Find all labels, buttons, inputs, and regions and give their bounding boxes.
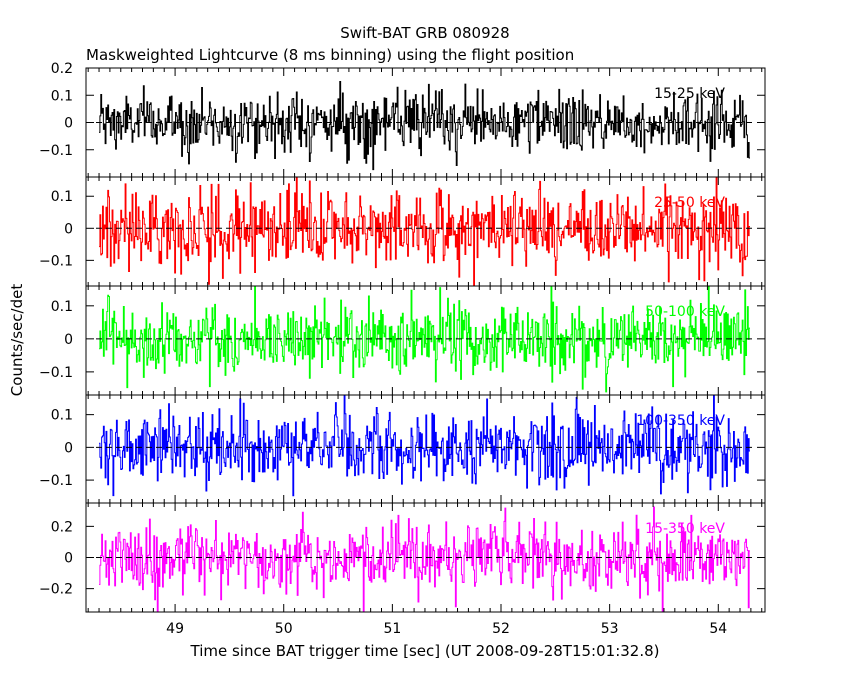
y-tick-label: 0 [64,551,73,567]
y-tick-label: −0.1 [39,143,73,159]
x-tick-label: 51 [383,621,401,637]
chart-title: Swift-BAT GRB 080928 [340,24,509,42]
y-tick-label: 0.1 [51,189,73,205]
panel-2: 0.1 0 −0.1 25-50 keV [39,176,766,287]
x-tick-label: 53 [601,621,619,637]
chart-subtitle: Maskweighted Lightcurve (8 ms binning) u… [86,46,574,64]
series-line [99,286,751,393]
panel-energy-label: 15-25 keV [654,86,725,102]
y-tick-label: 0.1 [51,299,73,315]
panel-3: 0.1 0 −0.1 50-100 keV [39,285,766,396]
y-tick-label: 0.2 [51,519,73,535]
y-tick-label: 0 [64,440,73,456]
x-tick-label: 54 [709,621,727,637]
y-tick-label: 0.1 [51,88,73,104]
panel-energy-label: 15-350 keV [645,521,725,537]
series-line [99,80,751,171]
panel-1: 0.2 0.1 0 −0.1 15-25 keV [39,61,766,178]
x-tick-label: 50 [275,621,293,637]
x-tick-label: 49 [166,621,184,637]
y-axis-label: Counts/sec/det [8,284,26,397]
y-tick-label: −0.2 [39,582,73,598]
panel-energy-label: 25-50 keV [654,195,725,211]
y-tick-label: 0 [64,221,73,237]
x-axis-label: Time since BAT trigger time [sec] (UT 20… [190,642,660,660]
x-tick-label: 52 [492,621,510,637]
y-tick-label: 0 [64,116,73,132]
panel-energy-label: 100-350 keV [636,413,725,429]
series-line [99,395,751,497]
series-line [99,506,751,612]
panel-4: 0.1 0 −0.1 100-350 keV [39,394,766,504]
y-tick-label: −0.1 [39,473,73,489]
y-tick-label: −0.1 [39,253,73,269]
panel-5: 0.2 0 −0.2 15-350 keV [39,502,766,613]
y-tick-label: 0 [64,332,73,348]
y-tick-label: 0.2 [51,61,73,77]
y-tick-label: 0.1 [51,408,73,424]
series-line [99,177,751,286]
panel-energy-label: 50-100 keV [645,304,725,320]
y-tick-label: −0.1 [39,365,73,381]
